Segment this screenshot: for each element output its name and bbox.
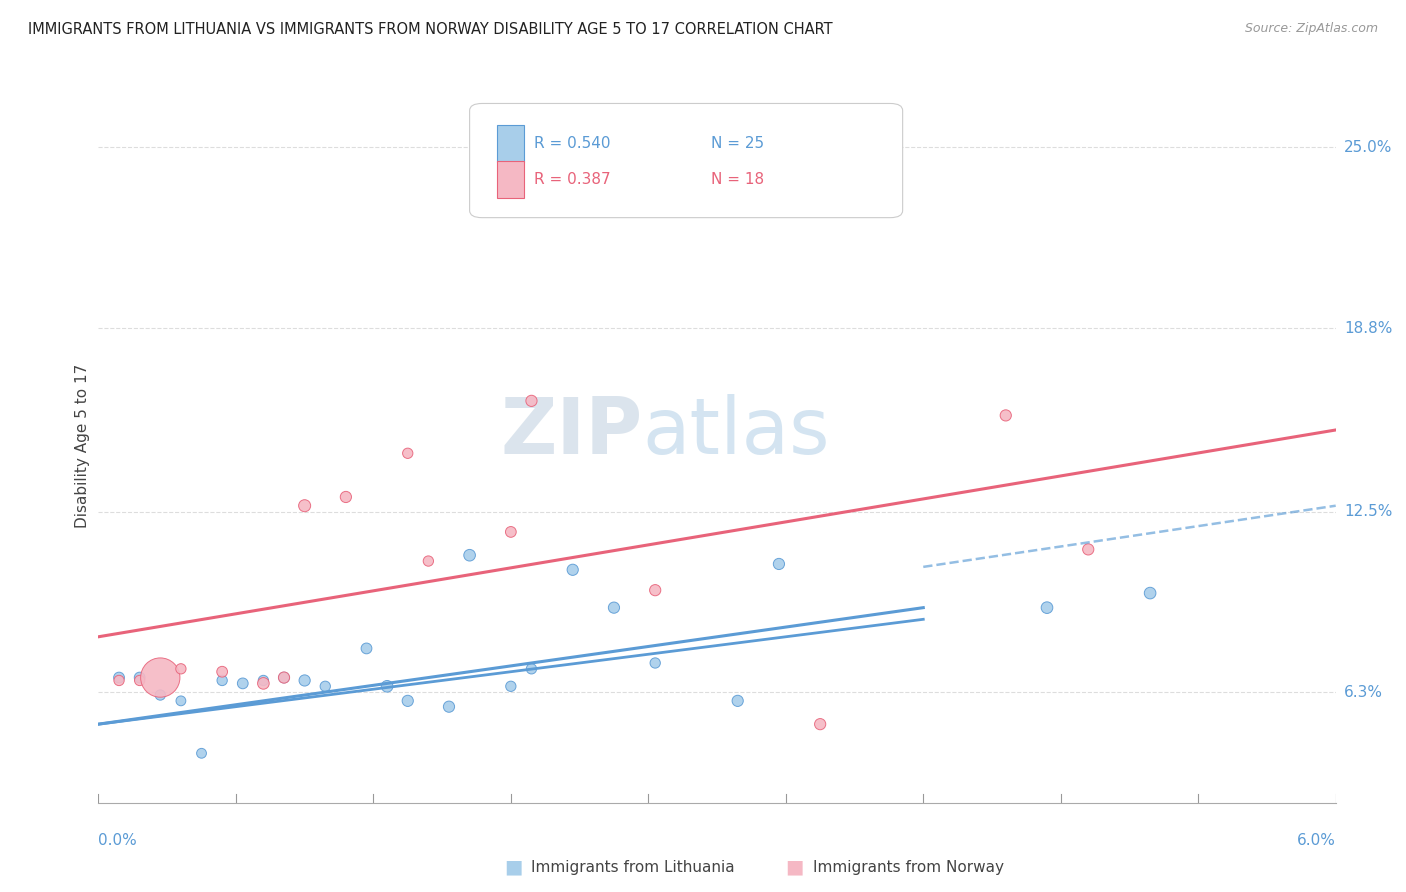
Point [252,673,274,688]
Point [727,694,749,708]
Point [273,671,295,685]
FancyBboxPatch shape [496,125,524,162]
Point [603,175,626,189]
Point [128,673,150,688]
Point [768,557,790,571]
Point [294,673,316,688]
Text: 6.3%: 6.3% [1344,685,1384,699]
Point [149,688,172,702]
Point [211,673,233,688]
Point [561,563,583,577]
Point [520,393,543,408]
Point [644,583,666,598]
Text: 0.0%: 0.0% [98,833,138,848]
Point [808,717,831,731]
Y-axis label: Disability Age 5 to 17: Disability Age 5 to 17 [75,364,90,528]
Point [128,671,150,685]
Text: N = 18: N = 18 [711,171,763,186]
Point [1036,600,1059,615]
Text: R = 0.540: R = 0.540 [534,136,610,151]
Point [396,446,419,460]
Text: R = 0.387: R = 0.387 [534,171,610,186]
Text: 12.5%: 12.5% [1344,504,1392,519]
Text: Source: ZipAtlas.com: Source: ZipAtlas.com [1244,22,1378,36]
Text: ■: ■ [503,857,523,877]
Point [190,746,212,760]
FancyBboxPatch shape [496,161,524,198]
Point [273,671,295,685]
Point [396,694,419,708]
Point [314,679,336,693]
Text: 6.0%: 6.0% [1296,833,1336,848]
Point [170,662,193,676]
Text: 18.8%: 18.8% [1344,320,1392,335]
Point [418,554,440,568]
Point [108,671,131,685]
Point [211,665,233,679]
Text: ZIP: ZIP [501,393,643,470]
Point [1077,542,1099,557]
Point [1139,586,1161,600]
Point [108,673,131,688]
Text: atlas: atlas [643,393,831,470]
Text: Immigrants from Norway: Immigrants from Norway [813,860,1004,874]
Point [356,641,378,656]
Point [458,548,481,562]
Point [232,676,254,690]
FancyBboxPatch shape [470,103,903,218]
Text: IMMIGRANTS FROM LITHUANIA VS IMMIGRANTS FROM NORWAY DISABILITY AGE 5 TO 17 CORRE: IMMIGRANTS FROM LITHUANIA VS IMMIGRANTS … [28,22,832,37]
Text: Immigrants from Lithuania: Immigrants from Lithuania [531,860,735,874]
Point [603,600,626,615]
Point [294,499,316,513]
Point [520,662,543,676]
Point [499,524,522,539]
Point [149,671,172,685]
Text: ■: ■ [785,857,804,877]
Point [170,694,193,708]
Text: N = 25: N = 25 [711,136,763,151]
Point [499,679,522,693]
Point [994,409,1017,423]
Text: 25.0%: 25.0% [1344,140,1392,155]
Point [335,490,357,504]
Point [252,676,274,690]
Point [644,656,666,670]
Point [437,699,460,714]
Point [375,679,398,693]
